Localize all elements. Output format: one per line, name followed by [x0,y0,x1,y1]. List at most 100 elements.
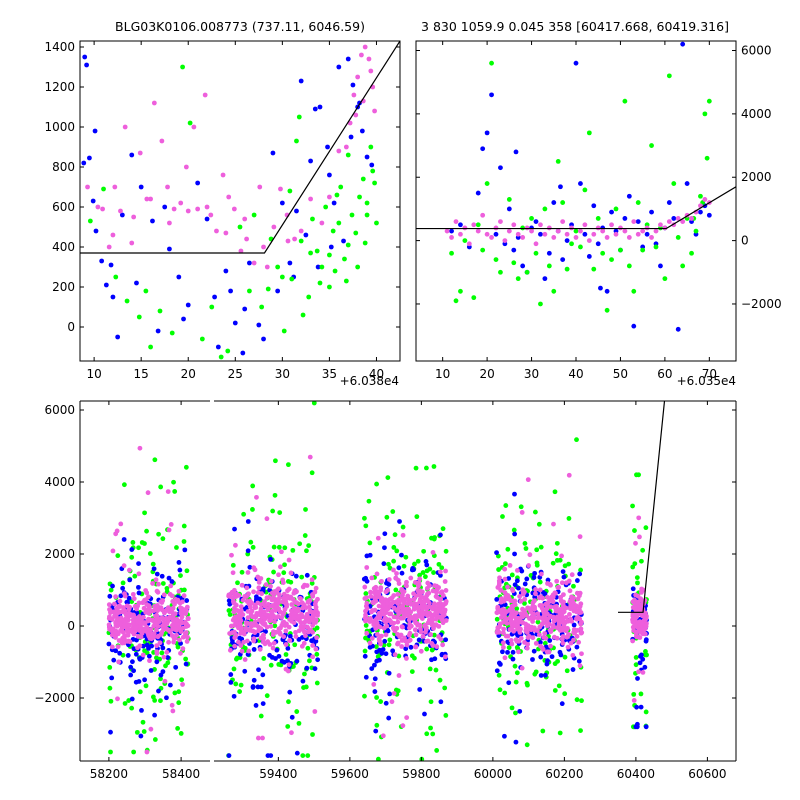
data-point-pink [406,638,412,644]
data-point-pink [174,627,179,633]
data-point-pink [148,627,154,633]
data-point-green [323,204,329,210]
data-point-blue [177,567,183,573]
data-point-blue [226,753,232,758]
data-point-green [121,482,127,488]
data-point-green [101,186,106,192]
data-point-pink [395,608,401,613]
data-point-pink [509,641,515,647]
data-point-green [675,235,681,240]
data-point-pink [524,645,530,651]
data-point-pink [241,639,247,645]
data-point-pink [122,633,127,638]
data-point-pink [391,593,397,598]
data-point-blue [138,184,144,190]
data-point-blue [160,669,166,675]
data-point-pink [183,630,189,635]
data-point-pink [110,548,116,554]
data-point-green [310,216,315,222]
data-point-green [108,587,114,593]
data-point-green [134,729,140,735]
data-point-pink [370,599,376,605]
data-point-green [113,274,119,280]
data-point-green [552,688,558,693]
data-point-green [632,528,637,533]
data-point-pink [281,634,287,639]
data-point-blue [671,216,677,221]
data-point-pink [404,601,410,606]
data-point-pink [443,588,449,593]
data-point-green [636,472,642,478]
data-point-blue [512,531,518,537]
data-point-blue [494,596,500,602]
data-point-green [600,250,606,256]
data-point-blue [390,648,396,654]
data-point-blue [411,567,417,573]
data-point-green [582,187,588,193]
data-point-blue [520,263,526,269]
data-point-pink [561,603,566,608]
data-point-pink [637,534,642,540]
data-point-green [514,670,520,676]
plot-area-bottom-left [106,445,191,755]
data-point-green [566,561,572,567]
data-point-green [502,690,508,696]
data-point-blue [359,128,365,134]
data-point-pink [506,228,512,234]
data-point-pink [412,580,418,585]
data-point-pink [391,614,397,620]
data-point-green [400,524,406,530]
data-point-pink [639,586,645,592]
data-point-blue [304,572,310,578]
data-point-blue [260,701,266,706]
data-point-green [250,507,255,512]
data-point-green [265,286,271,292]
data-point-green [289,276,295,282]
data-point-green [120,580,126,586]
data-point-pink [261,244,266,250]
data-point-green [277,510,283,515]
data-point-green [299,574,305,580]
data-point-pink [497,621,503,627]
data-point-blue [270,150,276,156]
x-tick-label: 10 [435,367,450,381]
data-point-blue [510,656,516,662]
data-point-pink [622,228,628,234]
data-point-green [546,263,552,269]
data-point-blue [173,664,179,670]
data-point-pink [401,598,406,604]
data-point-green [273,458,278,464]
data-point-pink [395,591,401,597]
data-point-blue [93,228,99,234]
data-point-pink [391,567,396,573]
data-point-blue [129,696,135,702]
data-point-green [578,567,583,573]
data-point-pink [155,608,160,614]
data-point-green [525,682,530,688]
data-point-pink [167,591,173,597]
y-tick-label: 200 [52,280,75,294]
data-point-pink [500,644,506,650]
data-point-pink [298,228,304,234]
data-point-green [633,654,639,660]
data-point-blue [432,656,438,662]
data-point-green [538,301,543,307]
data-point-pink [550,594,556,600]
data-point-green [130,540,136,545]
data-point-green [618,247,623,253]
data-point-blue [309,638,314,644]
data-point-pink [640,228,646,234]
data-point-green [704,155,710,161]
data-point-green [115,553,121,559]
data-point-blue [516,585,521,591]
data-point-pink [359,52,364,58]
data-point-green [87,218,93,224]
data-point-pink [565,618,571,624]
data-point-pink [639,589,644,595]
data-point-green [689,250,694,256]
data-point-green [437,677,443,683]
data-point-blue [484,130,490,136]
data-point-pink [164,621,170,626]
data-point-pink [371,590,377,595]
